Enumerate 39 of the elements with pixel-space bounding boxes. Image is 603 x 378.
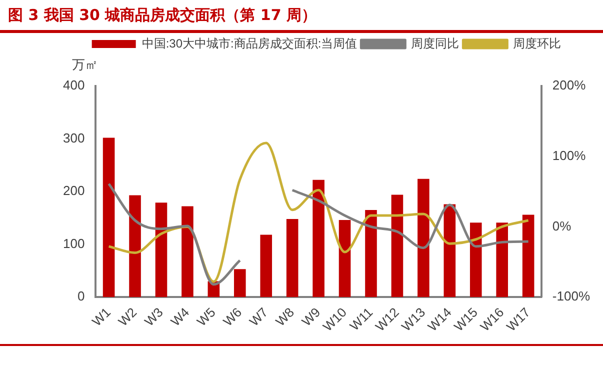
legend-label: 周度同比 xyxy=(411,36,460,50)
bar xyxy=(418,178,430,298)
legend-label: 周度环比 xyxy=(513,36,562,50)
bar xyxy=(102,138,115,298)
bar xyxy=(286,218,298,298)
y-tick-label: 100 xyxy=(62,236,85,251)
bar xyxy=(260,234,272,298)
bar xyxy=(182,206,194,298)
x-tick-label: W4 xyxy=(168,304,192,330)
x-tick-label: W5 xyxy=(194,304,218,330)
legend-label: 中国:30大中城市:商品房成交面积:当周值 xyxy=(142,36,358,50)
x-tick-label: W6 xyxy=(220,304,245,330)
y-tick-label: 200 xyxy=(62,183,85,198)
bar xyxy=(312,180,324,298)
chart-title: 图 3 我国 30 城商品房成交面积（第 17 周） xyxy=(8,6,317,25)
x-tick-label: W16 xyxy=(477,304,507,334)
bar xyxy=(234,269,246,298)
bar xyxy=(522,214,534,298)
y-tick-label: 400 xyxy=(62,78,85,93)
bar xyxy=(444,204,456,298)
y-tick-label: 300 xyxy=(62,130,85,146)
y2-tick-label: -100% xyxy=(552,288,590,304)
x-tick-label: W1 xyxy=(89,304,114,330)
bar xyxy=(496,222,508,298)
bar xyxy=(338,220,351,298)
bar xyxy=(129,195,141,298)
y-axis-title: 万㎡ xyxy=(72,57,98,74)
bar xyxy=(365,210,377,298)
bar xyxy=(155,202,168,298)
y2-tick-label: 0% xyxy=(552,218,572,234)
x-tick-label: W7 xyxy=(246,304,271,330)
bar xyxy=(391,194,404,298)
x-tick-label: W8 xyxy=(272,304,297,330)
x-tick-label: W3 xyxy=(141,304,166,330)
y2-tick-label: 100% xyxy=(552,148,586,163)
x-tick-label: W2 xyxy=(115,304,140,330)
bar xyxy=(470,222,482,298)
y-tick-label: 0 xyxy=(77,288,85,304)
y2-tick-label: 200% xyxy=(552,78,586,93)
